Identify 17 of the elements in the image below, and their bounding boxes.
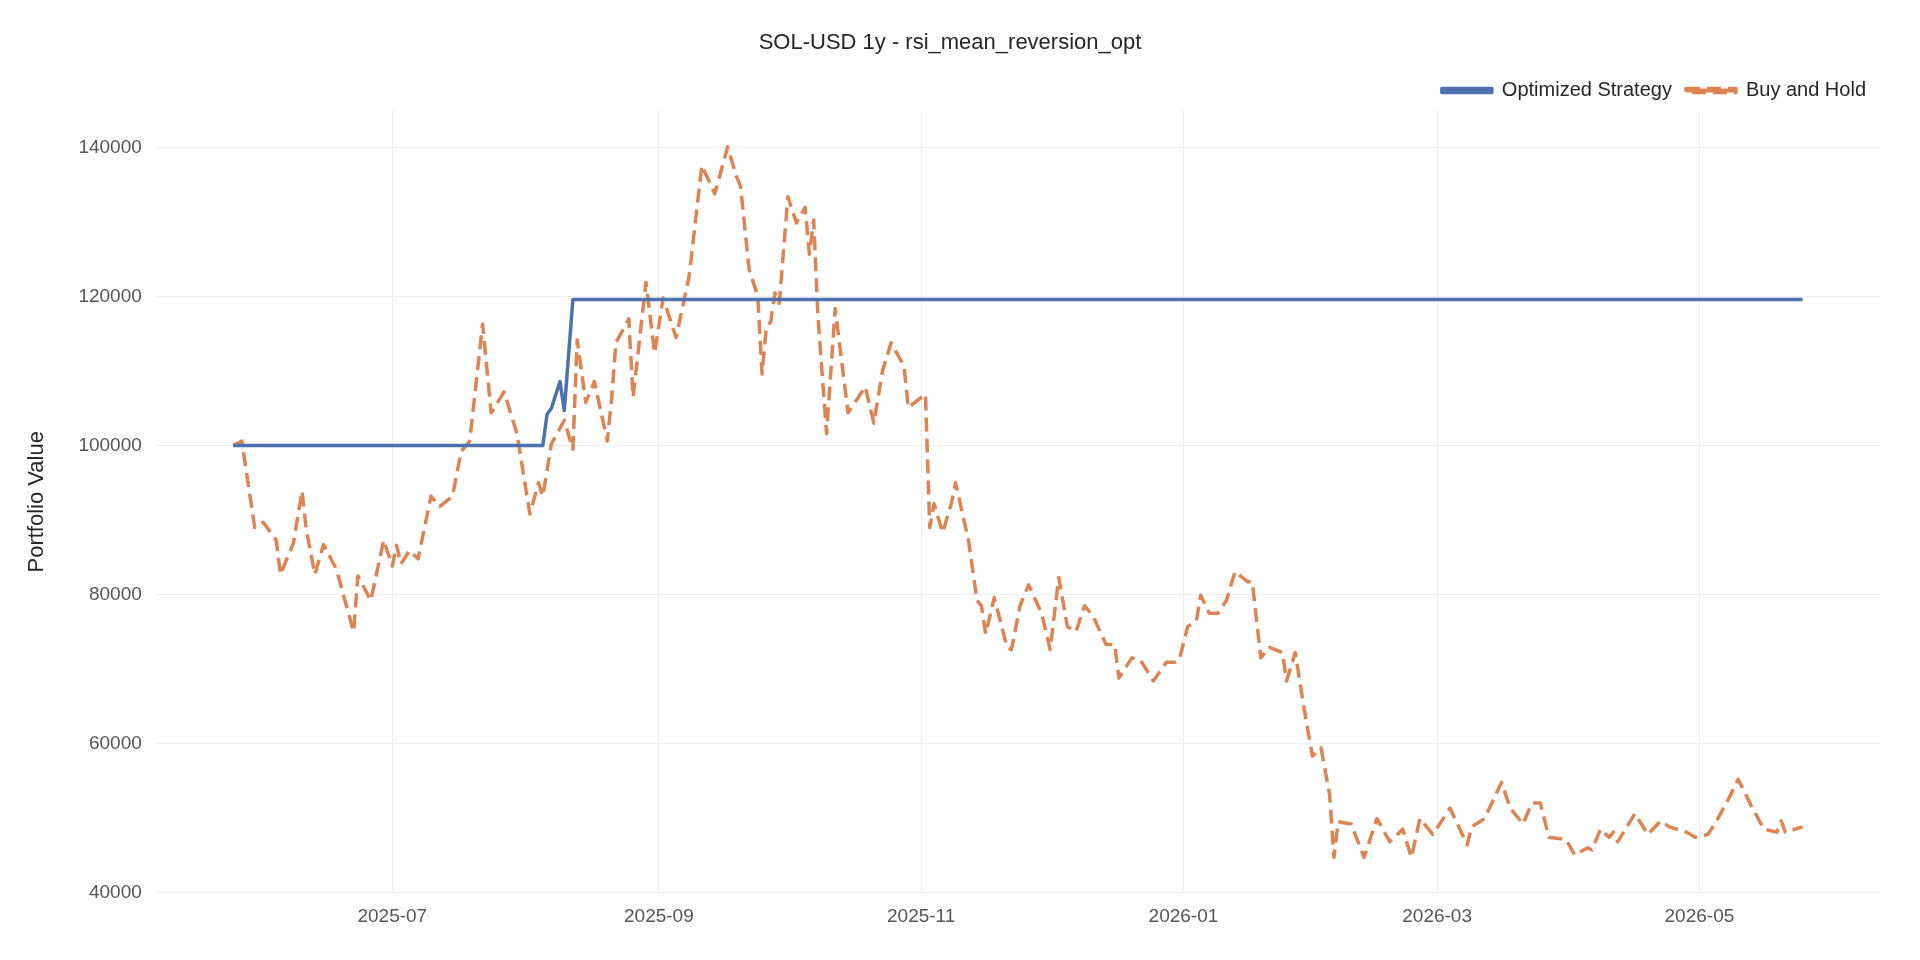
y-tick-label: 100000	[78, 433, 142, 455]
x-tick-label: 2026-03	[1402, 904, 1472, 926]
chart-title: SOL-USD 1y - rsi_mean_reversion_opt	[758, 29, 1142, 55]
x-tick-label: 2026-05	[1664, 904, 1735, 926]
x-tick-label: 2025-09	[624, 904, 694, 926]
y-tick-label: 40000	[88, 880, 142, 902]
x-tick-label: 2026-01	[1148, 904, 1219, 926]
legend-label: Buy and Hold	[1745, 77, 1866, 100]
y-axis-title: Portfolio Value	[23, 431, 49, 573]
y-tick-label: 120000	[78, 284, 142, 306]
x-tick-label: 2025-11	[886, 904, 956, 926]
y-tick-label: 60000	[88, 731, 142, 753]
legend-label: Optimized Strategy	[1501, 77, 1672, 100]
line-series	[231, 145, 1805, 860]
y-tick-label: 140000	[78, 135, 142, 157]
y-tick-label: 80000	[88, 582, 142, 604]
x-tick-label: 2025-07	[357, 904, 428, 926]
